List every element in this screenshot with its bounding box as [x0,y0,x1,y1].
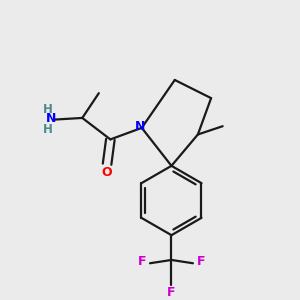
Text: H: H [43,123,52,136]
Text: N: N [135,120,145,133]
Text: H: H [43,103,52,116]
Text: O: O [102,166,112,179]
Text: N: N [46,112,56,125]
Text: F: F [137,255,146,268]
Text: F: F [197,255,206,268]
Text: F: F [167,286,176,299]
